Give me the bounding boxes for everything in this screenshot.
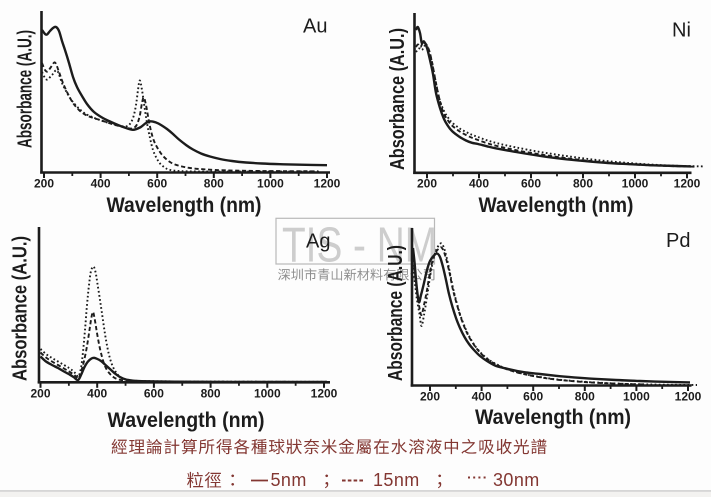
svg-text:30nm: 30nm — [493, 470, 540, 490]
svg-text:Absorbance (A.U.): Absorbance (A.U.) — [14, 30, 37, 148]
svg-text:400: 400 — [87, 387, 107, 401]
svg-text:800: 800 — [573, 177, 593, 191]
svg-text:800: 800 — [201, 387, 221, 401]
svg-text:600: 600 — [523, 390, 543, 404]
svg-text:1200: 1200 — [675, 390, 702, 404]
svg-text:5nm: 5nm — [271, 470, 307, 490]
svg-text:Ni: Ni — [672, 20, 691, 42]
svg-text:200: 200 — [34, 177, 54, 191]
svg-text:200: 200 — [420, 390, 440, 404]
svg-text:1200: 1200 — [674, 177, 701, 191]
svg-text:1000: 1000 — [622, 177, 649, 191]
svg-text:Absorbance (A.U.): Absorbance (A.U.) — [384, 245, 407, 381]
svg-text:Absorbance (A.U.): Absorbance (A.U.) — [9, 236, 32, 381]
svg-text:600: 600 — [147, 177, 167, 191]
svg-text:600: 600 — [144, 387, 164, 401]
svg-text:600: 600 — [521, 177, 541, 191]
svg-text:Wavelength (nm): Wavelength (nm) — [475, 405, 631, 429]
svg-text:400: 400 — [469, 177, 489, 191]
svg-text:400: 400 — [91, 177, 111, 191]
svg-text:1200: 1200 — [314, 177, 341, 191]
svg-text:200: 200 — [417, 177, 437, 191]
svg-text:1000: 1000 — [623, 390, 650, 404]
svg-text:800: 800 — [204, 177, 224, 191]
svg-text:800: 800 — [575, 390, 595, 404]
svg-text:Au: Au — [303, 16, 327, 38]
svg-text:1000: 1000 — [257, 177, 284, 191]
svg-text:Wavelength (nm): Wavelength (nm) — [108, 408, 265, 432]
svg-text:1000: 1000 — [254, 387, 281, 401]
svg-text:Wavelength (nm): Wavelength (nm) — [479, 193, 634, 217]
svg-text:Pd: Pd — [666, 230, 690, 252]
svg-text:Wavelength (nm): Wavelength (nm) — [107, 193, 262, 217]
svg-text:Ag: Ag — [306, 231, 330, 253]
svg-text:1200: 1200 — [311, 387, 338, 401]
svg-text:15nm: 15nm — [373, 470, 420, 490]
svg-text:Absorbance (A.U.): Absorbance (A.U.) — [386, 28, 409, 170]
svg-text:200: 200 — [30, 387, 50, 401]
svg-text:400: 400 — [472, 390, 492, 404]
